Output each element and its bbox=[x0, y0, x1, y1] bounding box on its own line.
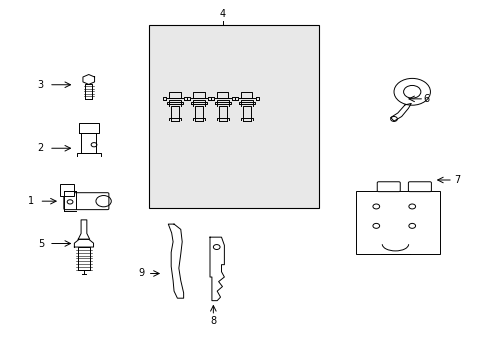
FancyBboxPatch shape bbox=[64, 193, 109, 210]
Text: 1: 1 bbox=[28, 196, 34, 206]
Bar bbox=[61, 184, 74, 195]
Text: 2: 2 bbox=[38, 143, 44, 153]
Text: 8: 8 bbox=[210, 316, 216, 326]
Text: 5: 5 bbox=[38, 239, 44, 248]
FancyBboxPatch shape bbox=[376, 182, 399, 192]
Text: 6: 6 bbox=[423, 94, 429, 104]
Bar bbox=[355, 190, 439, 254]
Text: 3: 3 bbox=[38, 80, 44, 90]
FancyBboxPatch shape bbox=[407, 182, 430, 192]
Text: 7: 7 bbox=[454, 175, 460, 185]
Text: 4: 4 bbox=[220, 9, 225, 19]
Bar bbox=[148, 25, 318, 208]
Text: 9: 9 bbox=[138, 269, 144, 279]
